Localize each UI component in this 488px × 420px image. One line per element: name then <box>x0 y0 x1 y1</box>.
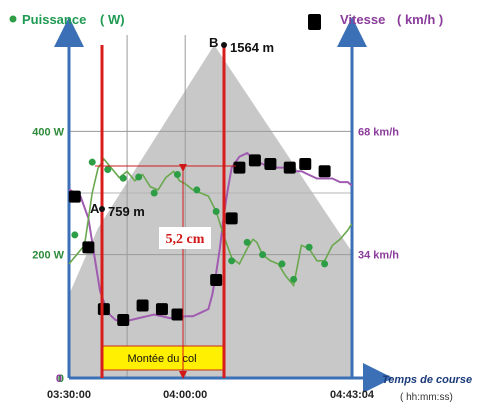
point-a-letter: A <box>90 201 100 216</box>
marker-puissance <box>173 171 181 178</box>
legend-vitesse-label: Vitesse <box>340 12 385 27</box>
marker-puissance <box>88 158 96 166</box>
point-b-dot <box>221 42 227 48</box>
x-axis-title: Temps de course <box>382 374 472 386</box>
point-b-label: 1564 m <box>230 40 274 55</box>
marker-puissance <box>228 257 236 265</box>
elevation-profile <box>69 45 352 378</box>
measure-label: 5,2 cm <box>166 232 205 247</box>
x-axis-unit: ( hh:mm:ss) <box>400 392 453 403</box>
legend-vitesse-unit: ( km/h ) <box>397 12 443 27</box>
right-tick-label: 0 <box>56 373 62 385</box>
marker-vitesse <box>136 299 149 312</box>
marker-puissance <box>193 186 201 194</box>
marker-vitesse <box>210 274 223 287</box>
section-label: Montée du col <box>127 353 196 365</box>
marker-vitesse <box>283 161 296 174</box>
marker-vitesse <box>82 241 95 254</box>
marker-puissance <box>290 275 298 283</box>
legend-puissance-unit: ( W) <box>100 12 125 27</box>
marker-puissance <box>305 243 313 251</box>
marker-vitesse <box>248 154 261 167</box>
marker-vitesse <box>233 161 246 174</box>
markers-puissance <box>71 158 329 283</box>
marker-vitesse <box>117 313 130 326</box>
x-tick-label: 04:00:00 <box>163 389 207 401</box>
marker-puissance <box>243 238 251 246</box>
section-highlight <box>101 345 224 371</box>
x-tick-label: 04:43:04 <box>330 389 375 401</box>
marker-vitesse <box>318 165 331 178</box>
legend-puissance-marker <box>9 15 17 23</box>
measure-label-box <box>159 227 211 249</box>
legend-puissance-label: Puissance <box>22 12 86 27</box>
marker-puissance <box>71 231 79 239</box>
marker-vitesse <box>171 308 184 321</box>
marker-vitesse <box>68 190 81 203</box>
marker-vitesse <box>97 303 110 316</box>
marker-puissance <box>104 166 112 174</box>
marker-puissance <box>321 260 329 268</box>
series-line-puissance <box>68 157 353 288</box>
legend-vitesse-marker <box>308 14 321 30</box>
marker-puissance <box>278 260 286 268</box>
marker-vitesse <box>264 157 277 170</box>
left-tick-label: 200 W <box>32 250 64 262</box>
marker-puissance <box>119 174 127 182</box>
left-tick-label: 0 <box>58 373 64 385</box>
point-a-dot <box>99 206 105 212</box>
marker-vitesse <box>225 212 238 225</box>
markers-vitesse <box>68 154 331 326</box>
right-tick-label: 68 km/h <box>358 126 399 138</box>
marker-vitesse <box>155 303 168 316</box>
right-tick-label: 34 km/h <box>358 250 399 262</box>
marker-vitesse <box>299 157 312 170</box>
marker-puissance <box>259 251 267 259</box>
point-a-label: 759 m <box>108 204 145 219</box>
marker-puissance <box>212 208 220 215</box>
x-tick-label: 03:30:00 <box>47 389 91 401</box>
point-b-letter: B <box>209 35 218 50</box>
marker-puissance <box>135 173 143 181</box>
left-tick-label: 400 W <box>32 126 64 138</box>
marker-puissance <box>150 189 158 197</box>
